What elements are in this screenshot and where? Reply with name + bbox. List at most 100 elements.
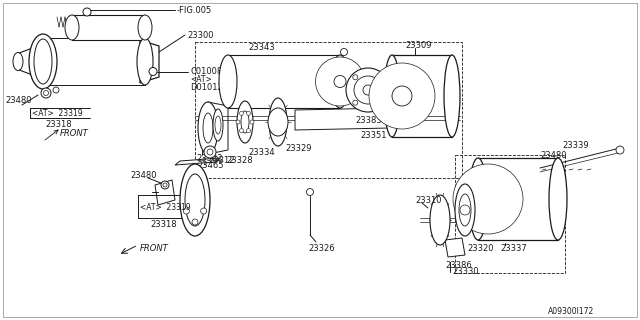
Circle shape xyxy=(346,68,390,112)
Circle shape xyxy=(353,100,358,105)
Circle shape xyxy=(354,76,382,104)
Text: 23480: 23480 xyxy=(5,95,31,105)
Text: D01012: D01012 xyxy=(190,83,223,92)
Text: 23309: 23309 xyxy=(405,41,431,50)
Text: 23343: 23343 xyxy=(248,43,275,52)
Circle shape xyxy=(201,208,207,214)
Ellipse shape xyxy=(269,98,287,146)
Polygon shape xyxy=(445,238,465,257)
Polygon shape xyxy=(155,180,175,205)
Circle shape xyxy=(378,100,383,105)
Circle shape xyxy=(616,146,624,154)
Text: FRONT: FRONT xyxy=(60,129,89,138)
Text: <AT>: <AT> xyxy=(190,75,212,84)
Ellipse shape xyxy=(237,101,253,143)
Polygon shape xyxy=(392,55,452,137)
Ellipse shape xyxy=(430,195,450,245)
Ellipse shape xyxy=(549,158,567,240)
Text: 23334: 23334 xyxy=(248,148,275,156)
Ellipse shape xyxy=(268,108,288,136)
Circle shape xyxy=(353,75,358,80)
Circle shape xyxy=(246,111,250,115)
Circle shape xyxy=(316,57,365,106)
Circle shape xyxy=(250,120,254,124)
Circle shape xyxy=(246,129,250,133)
Circle shape xyxy=(363,85,373,95)
Text: <AT>  23319: <AT> 23319 xyxy=(32,108,83,117)
Bar xyxy=(195,42,462,178)
Polygon shape xyxy=(175,158,220,165)
Polygon shape xyxy=(478,158,558,240)
Ellipse shape xyxy=(213,109,223,141)
Circle shape xyxy=(53,87,59,93)
Circle shape xyxy=(149,68,157,76)
Circle shape xyxy=(239,111,243,115)
Ellipse shape xyxy=(241,111,249,133)
Ellipse shape xyxy=(29,34,57,89)
Text: C01008: C01008 xyxy=(190,67,222,76)
Circle shape xyxy=(192,219,198,225)
Ellipse shape xyxy=(215,116,221,134)
Circle shape xyxy=(44,91,49,95)
Ellipse shape xyxy=(203,113,213,143)
Text: 23386: 23386 xyxy=(445,260,472,269)
Text: FRONT: FRONT xyxy=(140,244,169,252)
Circle shape xyxy=(204,146,216,158)
Polygon shape xyxy=(228,55,340,108)
Text: 23465: 23465 xyxy=(197,161,223,170)
Ellipse shape xyxy=(180,164,210,236)
Text: 23310: 23310 xyxy=(415,196,442,204)
Circle shape xyxy=(83,8,91,16)
Polygon shape xyxy=(36,42,50,81)
Ellipse shape xyxy=(13,52,23,70)
Text: <AT>  23319: <AT> 23319 xyxy=(140,203,191,212)
Circle shape xyxy=(41,88,51,98)
Ellipse shape xyxy=(30,38,46,85)
Text: 23322: 23322 xyxy=(196,154,223,163)
Text: 23318: 23318 xyxy=(150,220,177,228)
Ellipse shape xyxy=(459,194,471,226)
Polygon shape xyxy=(38,38,145,85)
Text: 23318: 23318 xyxy=(45,119,72,129)
Ellipse shape xyxy=(65,15,79,40)
Circle shape xyxy=(453,164,523,234)
Text: 23329: 23329 xyxy=(285,143,312,153)
Text: 23339: 23339 xyxy=(562,140,589,149)
Circle shape xyxy=(369,63,435,129)
Text: 23480: 23480 xyxy=(130,171,157,180)
Text: 23328: 23328 xyxy=(226,156,253,164)
Text: A09300l172: A09300l172 xyxy=(548,308,595,316)
Circle shape xyxy=(161,181,169,189)
Ellipse shape xyxy=(185,174,205,226)
Circle shape xyxy=(340,49,348,55)
Circle shape xyxy=(236,120,240,124)
Text: 23320: 23320 xyxy=(467,244,493,252)
Text: 23337: 23337 xyxy=(500,244,527,252)
Circle shape xyxy=(183,208,189,214)
Ellipse shape xyxy=(469,158,487,240)
Polygon shape xyxy=(72,15,145,40)
Circle shape xyxy=(334,76,346,87)
Ellipse shape xyxy=(444,55,460,137)
Ellipse shape xyxy=(455,184,475,236)
Text: 23300: 23300 xyxy=(187,30,214,39)
Circle shape xyxy=(307,188,314,196)
Circle shape xyxy=(239,129,243,133)
Polygon shape xyxy=(18,44,43,79)
Polygon shape xyxy=(295,108,390,130)
Text: 23330: 23330 xyxy=(452,268,479,276)
Circle shape xyxy=(207,149,213,155)
Polygon shape xyxy=(208,102,228,154)
Ellipse shape xyxy=(219,55,237,108)
Ellipse shape xyxy=(137,38,153,85)
Ellipse shape xyxy=(34,39,52,84)
Circle shape xyxy=(392,86,412,106)
Bar xyxy=(455,155,565,273)
Text: -FIG.005: -FIG.005 xyxy=(177,5,212,14)
Text: 23326: 23326 xyxy=(308,244,335,252)
Ellipse shape xyxy=(331,55,349,108)
Text: 23383: 23383 xyxy=(355,116,381,124)
Ellipse shape xyxy=(138,15,152,40)
Circle shape xyxy=(378,75,383,80)
Text: 23480: 23480 xyxy=(540,150,566,159)
